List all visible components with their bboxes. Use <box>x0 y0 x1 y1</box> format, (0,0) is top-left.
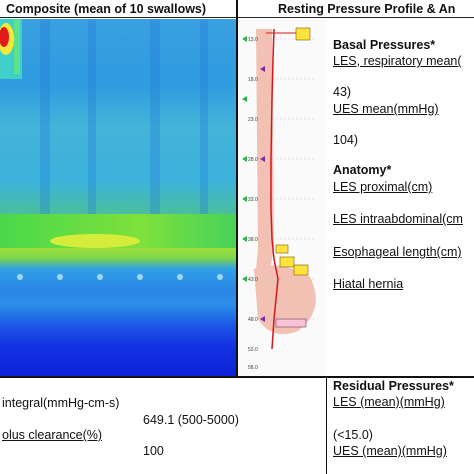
esophagus-shape <box>256 29 274 269</box>
bolus-clearance-value: 100 <box>143 444 164 458</box>
ues-high-pressure-zone <box>0 19 22 79</box>
depth-label-53: 53.0 <box>248 347 258 353</box>
crural-diaphragm-line <box>17 274 223 280</box>
depth-label-43: 43.0 <box>248 277 258 283</box>
depth-labels: 13.0 18.0 23.0 28.0 33.0 38.0 43.0 48.0 … <box>248 37 258 371</box>
resting-profile-title: Resting Pressure Profile & An <box>238 0 474 18</box>
depth-label-28: 28.0 <box>248 157 258 163</box>
swallow-stripes <box>40 19 208 219</box>
rl-marker <box>279 256 295 268</box>
composite-panel-title: Composite (mean of 10 swallows) <box>0 0 236 18</box>
ues-mean-value: 104) <box>333 133 359 147</box>
les-marker-top <box>275 244 289 254</box>
depth-label-38: 38.0 <box>248 237 258 243</box>
ues-mean-residual-label: UES (mean)(mmHg) <box>333 444 447 458</box>
depth-label-33: 33.0 <box>248 197 258 203</box>
depth-label-13: 13.0 <box>248 37 258 43</box>
vertical-divider-bottom <box>326 377 327 474</box>
sensor-arrows <box>242 36 247 282</box>
bolus-clearance-label: olus clearance(%) <box>2 428 103 442</box>
stomach-shape <box>254 265 316 335</box>
les-proximal-label: LES proximal(cm) <box>333 180 433 194</box>
pressure-topography-plot[interactable] <box>0 19 236 376</box>
les-marker-bottom <box>293 264 309 276</box>
les-mean-label: LES (mean)(mmHg) <box>333 395 445 409</box>
esophageal-length-label: Esophageal length(cm) <box>333 245 462 259</box>
horizontal-divider <box>0 376 474 378</box>
topography-svg <box>0 19 236 280</box>
les-respiratory-mean-label: LES, respiratory mean( <box>333 54 462 68</box>
gastric-marker <box>275 318 307 328</box>
ues-mean-label: UES mean(mmHg) <box>333 102 439 116</box>
anatomy-heading: Anatomy* <box>333 163 392 177</box>
vertical-divider-top <box>236 0 238 376</box>
depth-label-23: 23.0 <box>248 117 258 123</box>
resting-pressure-profile[interactable]: 13.0 18.0 23.0 28.0 33.0 38.0 43.0 48.0 … <box>238 19 326 376</box>
depth-label-58: 58.0 <box>248 365 258 371</box>
contractile-integral-value: 649.1 (500-5000) <box>143 413 239 427</box>
ues-marker <box>295 27 311 41</box>
contractile-integral-label: integral(mmHg-cm-s) <box>2 396 120 410</box>
residual-pressures-heading: Residual Pressures* <box>333 379 454 393</box>
les-intraabdominal-label: LES intraabdominal(cm <box>333 212 463 226</box>
hiatal-hernia-label: Hiatal hernia <box>333 277 404 291</box>
les-mean-reference: (<15.0) <box>333 428 373 442</box>
depth-label-48: 48.0 <box>248 317 258 323</box>
profile-svg: 13.0 18.0 23.0 28.0 33.0 38.0 43.0 48.0 … <box>242 27 316 371</box>
depth-label-18: 18.0 <box>248 77 258 83</box>
les-peak-zone <box>50 234 140 248</box>
purple-arrows <box>260 66 265 322</box>
pressure-trace <box>270 28 279 350</box>
basal-pressures-heading: Basal Pressures* <box>333 38 436 52</box>
les-respiratory-mean-value: 43) <box>333 85 352 99</box>
